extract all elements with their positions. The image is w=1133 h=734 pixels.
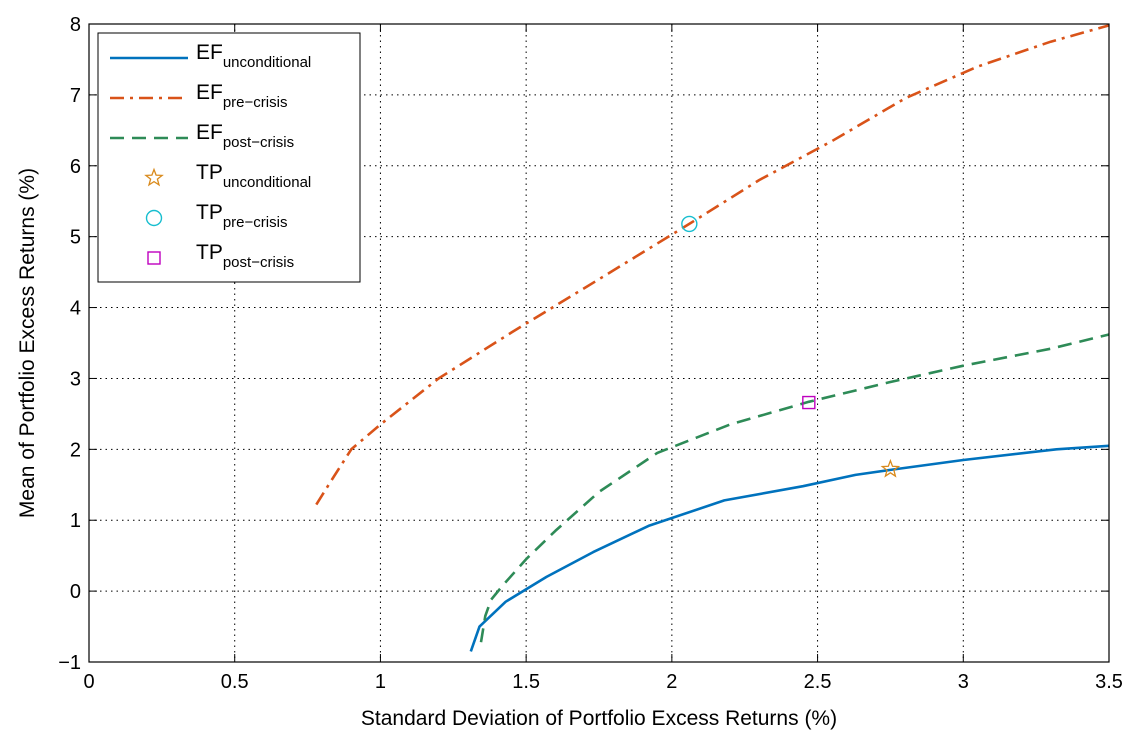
y-tick-label: 0 bbox=[70, 581, 81, 603]
y-tick-label: 3 bbox=[70, 368, 81, 390]
legend-entry-tp_pre_crisis: TPpre−crisis bbox=[145, 201, 287, 231]
legend-box bbox=[97, 32, 361, 283]
series-line-ef_pre_crisis bbox=[315, 24, 1110, 506]
legend-label-main: EF bbox=[196, 41, 223, 64]
legend-label-tp_unconditional: TPunconditional bbox=[196, 161, 311, 191]
x-tick-label: 3 bbox=[958, 671, 969, 693]
legend-swatch-tp_unconditional bbox=[144, 167, 164, 187]
x-axis-label: Standard Deviation of Portfolio Excess R… bbox=[361, 707, 837, 730]
series-line-ef_unconditional bbox=[469, 444, 1110, 652]
x-tick-label: 3.5 bbox=[1095, 671, 1123, 693]
series-lines bbox=[315, 24, 1110, 652]
legend-entry-tp_unconditional: TPunconditional bbox=[144, 161, 311, 191]
x-tick-label: 2.5 bbox=[804, 671, 832, 693]
y-tick-label: 5 bbox=[70, 227, 81, 249]
x-tick-label: 1 bbox=[375, 671, 386, 693]
legend-label-sub: unconditional bbox=[223, 174, 311, 191]
y-tick-label: 8 bbox=[70, 14, 81, 36]
legend-label-ef_post_crisis: EFpost−crisis bbox=[196, 121, 294, 151]
y-axis-label: Mean of Portfolio Excess Returns (%) bbox=[16, 168, 39, 518]
legend-label-sub: unconditional bbox=[223, 54, 311, 71]
y-tick-label: 4 bbox=[70, 298, 81, 320]
legend-label-main: EF bbox=[196, 121, 223, 144]
legend-entry-tp_post_crisis: TPpost−crisis bbox=[147, 241, 294, 271]
legend-label-main: EF bbox=[196, 81, 223, 104]
series-line-ef_post_crisis bbox=[479, 333, 1110, 643]
marker-tp_post_crisis bbox=[802, 395, 816, 410]
y-tick-label: 7 bbox=[70, 85, 81, 107]
legend-swatch-tp_post_crisis bbox=[147, 251, 161, 265]
legend-label-main: TP bbox=[196, 201, 223, 224]
legend-entry-ef_unconditional: EFunconditional bbox=[110, 41, 311, 71]
legend-label-sub: pre−crisis bbox=[223, 94, 288, 111]
y-tick-label: 1 bbox=[70, 510, 81, 532]
marker-tp_unconditional bbox=[880, 458, 901, 478]
legend-label-sub: pre−crisis bbox=[223, 214, 288, 231]
legend-swatch-tp_pre_crisis bbox=[145, 209, 163, 227]
legend-label-main: TP bbox=[196, 161, 223, 184]
marker-tp_pre_crisis bbox=[681, 215, 698, 233]
legend-label-ef_unconditional: EFunconditional bbox=[196, 41, 311, 71]
legend-label-sub: post−crisis bbox=[223, 134, 294, 151]
legend-label-tp_pre_crisis: TPpre−crisis bbox=[196, 201, 287, 231]
x-tick-label: 1.5 bbox=[512, 671, 540, 693]
y-tick-label: −1 bbox=[58, 652, 81, 674]
legend-entry-ef_pre_crisis: EFpre−crisis bbox=[110, 81, 287, 111]
y-tick-label: 6 bbox=[70, 156, 81, 178]
axes-box bbox=[88, 23, 1110, 663]
legend-label-main: TP bbox=[196, 241, 223, 264]
tangency-markers bbox=[681, 215, 901, 478]
x-tick-label: 0 bbox=[83, 671, 94, 693]
legend-entry-ef_post_crisis: EFpost−crisis bbox=[110, 121, 294, 151]
y-tick-label: 2 bbox=[70, 439, 81, 461]
legend-label-tp_post_crisis: TPpost−crisis bbox=[196, 241, 294, 271]
legend: EFunconditionalEFpre−crisisEFpost−crisis… bbox=[97, 32, 361, 283]
x-tick-label: 2 bbox=[666, 671, 677, 693]
grid-lines bbox=[89, 24, 1109, 662]
legend-label-ef_pre_crisis: EFpre−crisis bbox=[196, 81, 287, 111]
x-tick-label: 0.5 bbox=[221, 671, 249, 693]
legend-label-sub: post−crisis bbox=[223, 254, 294, 271]
